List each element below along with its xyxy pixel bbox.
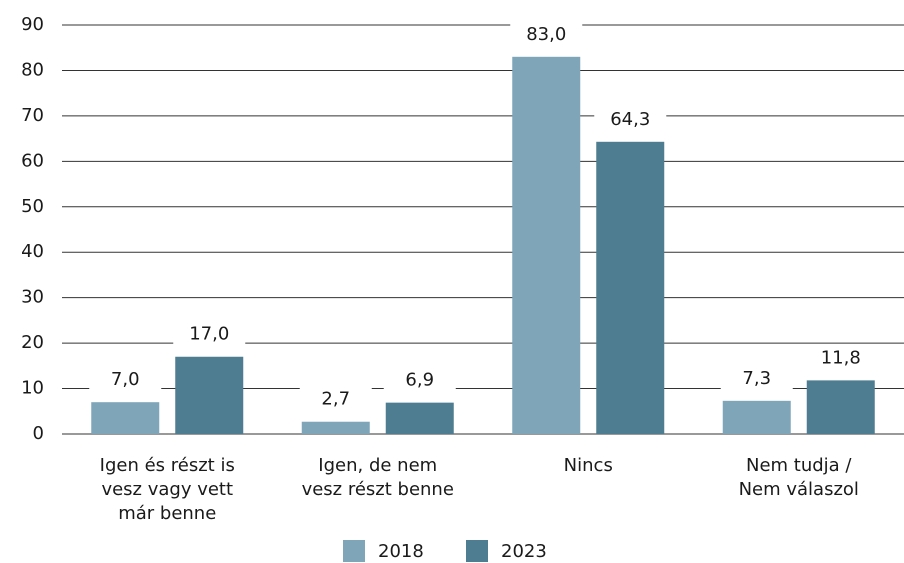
legend-swatch xyxy=(343,540,365,562)
legend-label: 2023 xyxy=(501,541,547,562)
data-label: 6,9 xyxy=(405,370,434,391)
data-label: 17,0 xyxy=(189,324,229,345)
bar xyxy=(91,402,160,434)
label-bg xyxy=(173,322,246,347)
y-tick-label: 90 xyxy=(21,14,44,35)
data-label: 64,3 xyxy=(610,109,650,130)
bar xyxy=(722,400,791,434)
label-bg xyxy=(720,366,793,391)
bar xyxy=(301,421,370,434)
y-tick-label: 60 xyxy=(21,150,44,171)
x-tick-label: Igen és részt is vesz vagy vett már benne xyxy=(100,455,235,524)
y-tick-label: 10 xyxy=(21,378,44,399)
label-bg xyxy=(89,368,162,393)
label-bg xyxy=(383,368,456,393)
label-bg xyxy=(594,107,667,132)
legend-label: 2018 xyxy=(378,541,424,562)
label-bg xyxy=(299,387,372,412)
label-bg xyxy=(804,346,877,371)
bar xyxy=(596,141,665,434)
legend-swatch xyxy=(466,540,488,562)
x-tick-label: Nem tudja / Nem válaszol xyxy=(739,455,859,500)
bar xyxy=(385,402,454,434)
label-bg xyxy=(510,22,583,47)
x-tick-label: Nincs xyxy=(564,455,613,476)
data-label: 7,0 xyxy=(111,369,140,390)
y-tick-label: 50 xyxy=(21,196,44,217)
bar xyxy=(806,380,875,434)
bar xyxy=(175,356,244,434)
data-label: 83,0 xyxy=(526,24,566,45)
data-label: 11,8 xyxy=(821,347,861,368)
data-label: 2,7 xyxy=(321,389,350,410)
y-tick-label: 80 xyxy=(21,59,44,80)
x-tick-label: Igen, de nem vesz részt benne xyxy=(302,455,454,500)
y-tick-label: 20 xyxy=(21,332,44,353)
data-label: 7,3 xyxy=(742,368,771,389)
y-tick-label: 40 xyxy=(21,241,44,262)
y-tick-label: 0 xyxy=(33,423,44,444)
y-tick-label: 30 xyxy=(21,287,44,308)
bar xyxy=(512,56,581,435)
y-tick-label: 70 xyxy=(21,105,44,126)
